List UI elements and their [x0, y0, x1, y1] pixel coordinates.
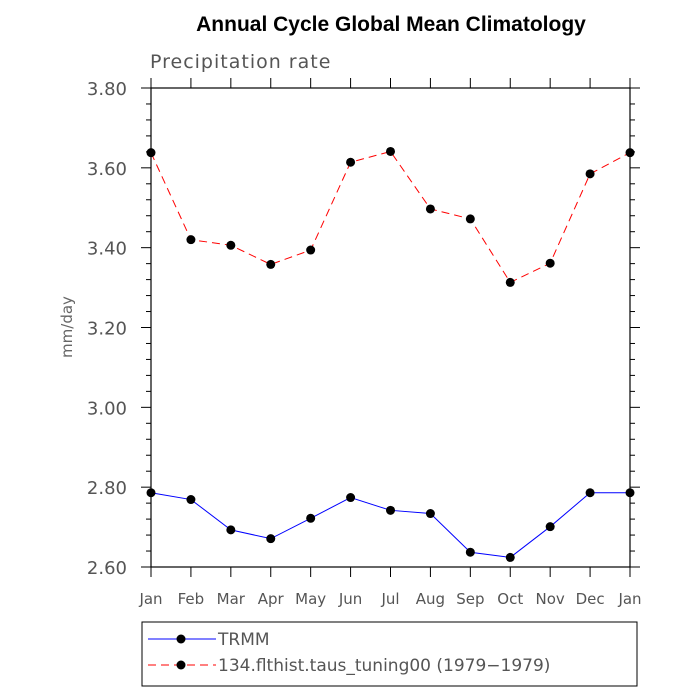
- data-point: [425, 204, 435, 214]
- data-point: [346, 493, 356, 503]
- data-point: [346, 157, 356, 167]
- y-tick-label: 3.20: [87, 319, 127, 340]
- plot-border: [150, 87, 631, 568]
- data-point: [505, 277, 515, 287]
- data-point: [386, 505, 395, 515]
- x-tick-label: Sep: [456, 590, 484, 608]
- series-line: [150, 492, 630, 558]
- x-tick-label: Dec: [576, 590, 605, 608]
- series-line: [150, 150, 631, 284]
- y-axis-label: mm/day: [58, 296, 76, 358]
- legend: TRMM 134.flthist.taus_tuning00 (1979−1979…: [141, 621, 638, 687]
- data-point: [465, 547, 475, 557]
- y-tick-label: 3.60: [87, 159, 127, 180]
- y-tick-label: 3.40: [87, 239, 127, 260]
- x-tick-label: Jul: [380, 590, 399, 608]
- legend-label: 134.flthist.taus_tuning00 (1979−1979): [218, 656, 550, 676]
- data-point: [306, 513, 316, 523]
- data-point: [625, 488, 635, 498]
- data-point: [585, 488, 595, 498]
- plot-area: [150, 87, 631, 568]
- series-layer: [146, 146, 635, 562]
- x-tick-label: Oct: [497, 590, 523, 608]
- x-tick-label: Nov: [536, 590, 565, 608]
- x-tick-label: May: [295, 590, 326, 608]
- data-point: [306, 245, 316, 255]
- x-tick-label: Feb: [178, 590, 205, 608]
- data-point: [266, 259, 276, 269]
- data-point: [146, 488, 156, 498]
- y-tick-label: 3.00: [87, 398, 127, 419]
- legend-label: TRMM: [217, 630, 270, 650]
- y-tick-label: 2.60: [87, 558, 127, 579]
- data-point: [226, 525, 236, 535]
- data-point: [226, 240, 236, 250]
- x-tick-label: Jan: [138, 590, 162, 608]
- data-point: [545, 258, 555, 268]
- data-point: [505, 552, 515, 562]
- legend-marker: [176, 634, 186, 644]
- x-tick-label: Aug: [416, 590, 445, 608]
- data-point: [186, 235, 196, 245]
- x-tick-label: Mar: [217, 590, 246, 608]
- x-tick-label: Jun: [338, 590, 362, 608]
- x-tick-label: Apr: [258, 590, 285, 608]
- data-point: [465, 214, 475, 224]
- y-tick-label: 3.80: [87, 79, 127, 100]
- data-point: [266, 534, 276, 544]
- chart-title: Annual Cycle Global Mean Climatology: [196, 13, 586, 36]
- axis-tick-labels: 2.60 2.80 3.00 3.20 3.40 3.60 3.80 Jan Feb Mar Apr…: [87, 79, 642, 608]
- series-group: [146, 146, 635, 287]
- data-point: [146, 148, 156, 158]
- data-point: [386, 146, 395, 156]
- legend-marker: [176, 660, 186, 670]
- data-point: [625, 148, 635, 158]
- data-point: [545, 522, 555, 532]
- chart-subtitle: Precipitation rate: [150, 51, 331, 73]
- y-tick-label: 2.80: [87, 478, 127, 499]
- data-point: [425, 509, 435, 519]
- series-group: [146, 488, 635, 562]
- data-point: [585, 169, 595, 179]
- x-tick-label: Jan: [617, 590, 641, 608]
- legend-box: [141, 621, 638, 687]
- data-point: [186, 495, 196, 505]
- axis-ticks: [141, 78, 640, 577]
